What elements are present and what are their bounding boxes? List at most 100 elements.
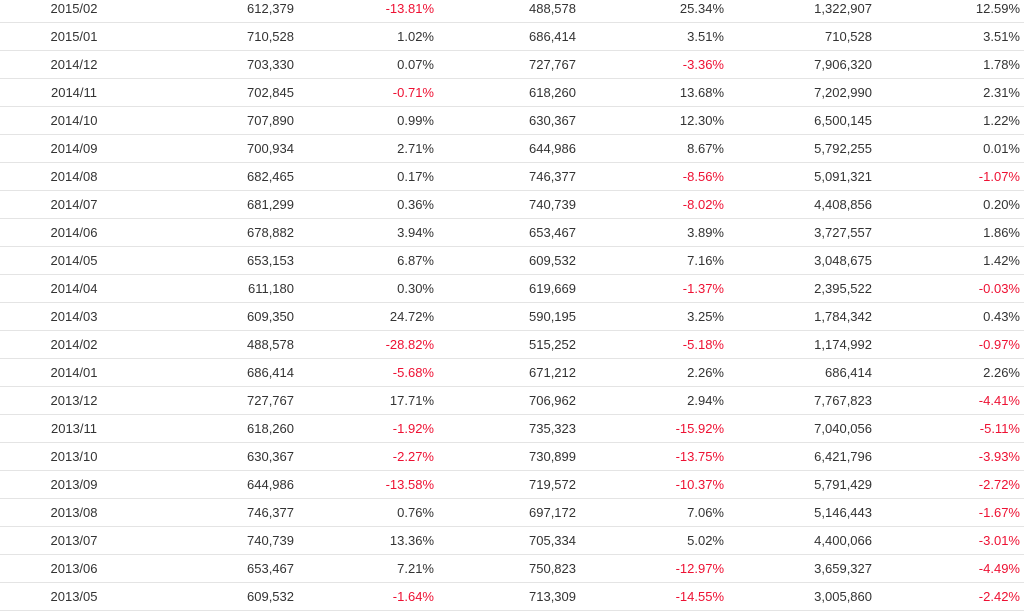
value-a-cell: 618,260 bbox=[148, 414, 298, 443]
value-b-cell: 653,467 bbox=[438, 218, 580, 247]
change-total-cell: 0.43% bbox=[876, 302, 1024, 331]
change-a-cell: 3.94% bbox=[298, 218, 438, 247]
change-total-cell: 1.42% bbox=[876, 246, 1024, 275]
change-a-cell: 17.71% bbox=[298, 386, 438, 415]
total-cell: 686,414 bbox=[728, 358, 876, 387]
change-total-cell: -3.93% bbox=[876, 442, 1024, 471]
change-total-cell: 0.20% bbox=[876, 190, 1024, 219]
change-a-cell: -13.81% bbox=[298, 0, 438, 23]
table-row: 2014/12 703,330 0.07% 727,767 -3.36% 7,906,32… bbox=[0, 50, 1024, 79]
table-row: 2014/08 682,465 0.17% 746,377 -8.56% 5,091,32… bbox=[0, 162, 1024, 191]
change-total-cell: 1.22% bbox=[876, 106, 1024, 135]
change-a-cell: -1.64% bbox=[298, 582, 438, 611]
value-b-cell: 706,962 bbox=[438, 386, 580, 415]
change-a-cell: 0.07% bbox=[298, 50, 438, 79]
table-row: 2013/05 609,532 -1.64% 713,309 -14.55% 3,005,… bbox=[0, 582, 1024, 611]
month-cell: 2014/08 bbox=[0, 162, 148, 191]
change-total-cell: -4.41% bbox=[876, 386, 1024, 415]
change-b-cell: 3.89% bbox=[580, 218, 728, 247]
value-a-cell: 682,465 bbox=[148, 162, 298, 191]
change-total-cell: -1.07% bbox=[876, 162, 1024, 191]
change-a-cell: -0.71% bbox=[298, 78, 438, 107]
month-cell: 2014/01 bbox=[0, 358, 148, 387]
value-a-cell: 686,414 bbox=[148, 358, 298, 387]
change-a-cell: -13.58% bbox=[298, 470, 438, 499]
change-b-cell: -12.97% bbox=[580, 554, 728, 583]
change-b-cell: -8.02% bbox=[580, 190, 728, 219]
change-b-cell: 5.02% bbox=[580, 526, 728, 555]
month-cell: 2014/11 bbox=[0, 78, 148, 107]
value-a-cell: 702,845 bbox=[148, 78, 298, 107]
table-row: 2014/05 653,153 6.87% 609,532 7.16% 3,048,675… bbox=[0, 246, 1024, 275]
value-b-cell: 644,986 bbox=[438, 134, 580, 163]
value-b-cell: 515,252 bbox=[438, 330, 580, 359]
month-cell: 2013/05 bbox=[0, 582, 148, 611]
change-a-cell: -2.27% bbox=[298, 442, 438, 471]
total-cell: 4,400,066 bbox=[728, 526, 876, 555]
value-b-cell: 740,739 bbox=[438, 190, 580, 219]
value-b-cell: 719,572 bbox=[438, 470, 580, 499]
change-b-cell: 2.26% bbox=[580, 358, 728, 387]
month-cell: 2014/04 bbox=[0, 274, 148, 303]
change-b-cell: -10.37% bbox=[580, 470, 728, 499]
value-a-cell: 630,367 bbox=[148, 442, 298, 471]
value-b-cell: 488,578 bbox=[438, 0, 580, 23]
month-cell: 2014/05 bbox=[0, 246, 148, 275]
change-total-cell: 3.51% bbox=[876, 22, 1024, 51]
total-cell: 7,906,320 bbox=[728, 50, 876, 79]
value-b-cell: 590,195 bbox=[438, 302, 580, 331]
change-a-cell: 0.36% bbox=[298, 190, 438, 219]
change-a-cell: -28.82% bbox=[298, 330, 438, 359]
month-cell: 2013/12 bbox=[0, 386, 148, 415]
change-total-cell: -2.42% bbox=[876, 582, 1024, 611]
change-total-cell: -2.72% bbox=[876, 470, 1024, 499]
value-a-cell: 653,467 bbox=[148, 554, 298, 583]
value-a-cell: 707,890 bbox=[148, 106, 298, 135]
change-b-cell: 13.68% bbox=[580, 78, 728, 107]
table-row: 2014/10 707,890 0.99% 630,367 12.30% 6,500,14… bbox=[0, 106, 1024, 135]
value-b-cell: 735,323 bbox=[438, 414, 580, 443]
change-a-cell: -1.92% bbox=[298, 414, 438, 443]
total-cell: 2,395,522 bbox=[728, 274, 876, 303]
change-total-cell: 1.78% bbox=[876, 50, 1024, 79]
change-a-cell: 1.02% bbox=[298, 22, 438, 51]
value-b-cell: 713,309 bbox=[438, 582, 580, 611]
change-b-cell: 3.51% bbox=[580, 22, 728, 51]
change-total-cell: 2.26% bbox=[876, 358, 1024, 387]
table-row: 2013/10 630,367 -2.27% 730,899 -13.75% 6,421,… bbox=[0, 442, 1024, 471]
value-a-cell: 678,882 bbox=[148, 218, 298, 247]
change-total-cell: 1.86% bbox=[876, 218, 1024, 247]
change-a-cell: 6.87% bbox=[298, 246, 438, 275]
month-cell: 2013/06 bbox=[0, 554, 148, 583]
table-row: 2014/09 700,934 2.71% 644,986 8.67% 5,792,255… bbox=[0, 134, 1024, 163]
change-a-cell: 13.36% bbox=[298, 526, 438, 555]
value-a-cell: 611,180 bbox=[148, 274, 298, 303]
change-a-cell: -5.68% bbox=[298, 358, 438, 387]
month-cell: 2013/07 bbox=[0, 526, 148, 555]
table-row: 2014/04 611,180 0.30% 619,669 -1.37% 2,395,52… bbox=[0, 274, 1024, 303]
table-row: 2014/07 681,299 0.36% 740,739 -8.02% 4,408,85… bbox=[0, 190, 1024, 219]
change-b-cell: -15.92% bbox=[580, 414, 728, 443]
value-a-cell: 710,528 bbox=[148, 22, 298, 51]
change-total-cell: -3.01% bbox=[876, 526, 1024, 555]
total-cell: 5,146,443 bbox=[728, 498, 876, 527]
value-b-cell: 730,899 bbox=[438, 442, 580, 471]
change-a-cell: 24.72% bbox=[298, 302, 438, 331]
total-cell: 1,322,907 bbox=[728, 0, 876, 23]
total-cell: 3,005,860 bbox=[728, 582, 876, 611]
change-b-cell: -3.36% bbox=[580, 50, 728, 79]
total-cell: 7,767,823 bbox=[728, 386, 876, 415]
change-a-cell: 0.30% bbox=[298, 274, 438, 303]
value-a-cell: 681,299 bbox=[148, 190, 298, 219]
table-row: 2013/11 618,260 -1.92% 735,323 -15.92% 7,040,… bbox=[0, 414, 1024, 443]
value-a-cell: 612,379 bbox=[148, 0, 298, 23]
value-b-cell: 697,172 bbox=[438, 498, 580, 527]
table-row: 2013/07 740,739 13.36% 705,334 5.02% 4,400,06… bbox=[0, 526, 1024, 555]
value-a-cell: 609,532 bbox=[148, 582, 298, 611]
table-row: 2015/01 710,528 1.02% 686,414 3.51% 710,528 3.… bbox=[0, 22, 1024, 51]
month-cell: 2014/06 bbox=[0, 218, 148, 247]
total-cell: 5,091,321 bbox=[728, 162, 876, 191]
value-b-cell: 705,334 bbox=[438, 526, 580, 555]
